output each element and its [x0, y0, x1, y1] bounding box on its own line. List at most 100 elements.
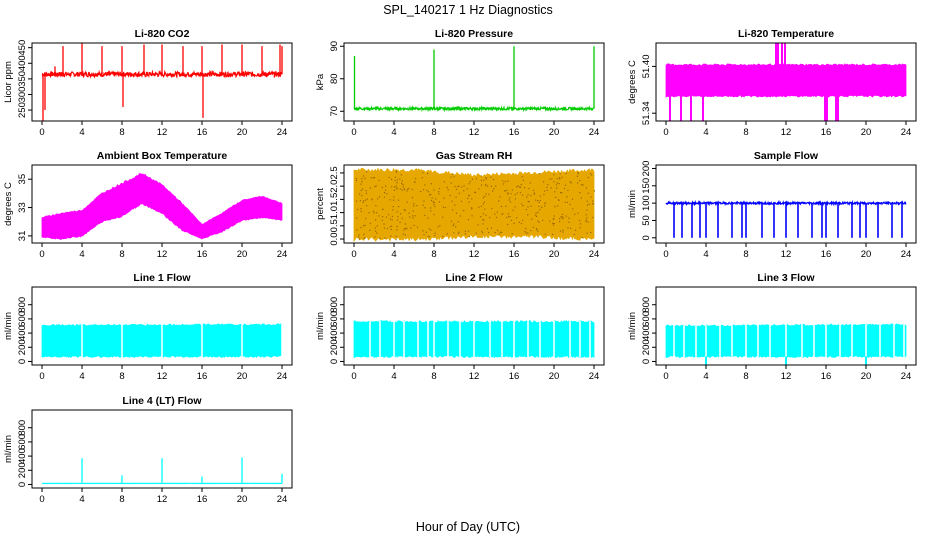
rh-point [586, 209, 588, 211]
rh-point [468, 194, 470, 196]
rh-point [438, 193, 440, 195]
rh-point [396, 188, 398, 190]
rh-point [430, 210, 432, 212]
rh-point [475, 232, 477, 234]
rh-point [424, 207, 426, 209]
rh-point [423, 200, 425, 202]
rh-point [550, 187, 552, 189]
rh-point [424, 214, 426, 217]
rh-point [391, 215, 393, 218]
y-tick-label: 70 [329, 106, 340, 117]
rh-point [360, 210, 362, 212]
rh-point [355, 200, 358, 202]
x-tick-label: 24 [901, 127, 912, 138]
rh-point [399, 221, 401, 224]
rh-point [574, 229, 577, 231]
rh-point [365, 192, 368, 194]
rh-point [401, 182, 403, 185]
rh-point [437, 226, 439, 228]
panel-line4: Line 4 (LT) Flow ml/min 0 4 8 12 16 20 24 0 200400… [3, 395, 293, 505]
rh-point [464, 233, 467, 235]
y-tick-label: 250 [17, 102, 28, 118]
rh-point [552, 233, 554, 236]
rh-point [581, 236, 583, 239]
rh-point [503, 190, 506, 192]
rh-point [404, 227, 406, 230]
rh-point [487, 185, 489, 187]
panel-title: Gas Stream RH [436, 150, 512, 162]
y-tick-label: 2.5 [329, 166, 340, 179]
y-tick-label: 2.0 [329, 180, 340, 193]
x-tick-label: 0 [351, 371, 356, 382]
figure-title: SPL_140217 1 Hz Diagnostics [383, 3, 553, 17]
x-tick-label: 0 [351, 127, 356, 138]
rh-point [579, 220, 581, 222]
rh-point [556, 182, 558, 184]
rh-point [485, 184, 487, 186]
rh-point [356, 217, 358, 219]
rh-point [551, 178, 553, 180]
x-tick-label: 12 [469, 249, 480, 260]
rh-point [399, 188, 401, 190]
rh-point [554, 191, 556, 193]
rh-point [377, 198, 379, 200]
rh-point [514, 206, 516, 208]
rh-point [502, 180, 504, 182]
rh-point [539, 173, 541, 175]
rh-point [388, 176, 390, 179]
rh-point [383, 227, 386, 229]
rh-point [471, 207, 473, 209]
x-tick-label: 0 [39, 127, 44, 138]
rh-point [451, 200, 453, 202]
y-tick-label: 80 [329, 73, 340, 84]
rh-point [364, 237, 366, 239]
x-tick-label: 0 [39, 371, 44, 382]
rh-point [577, 173, 580, 175]
rh-point [384, 237, 386, 239]
x-tick-label: 16 [197, 494, 208, 505]
rh-point [389, 226, 391, 228]
rh-point [535, 199, 537, 201]
rh-point [359, 200, 361, 202]
rh-point [527, 232, 529, 234]
rh-point [466, 188, 468, 190]
rh-point [454, 204, 456, 206]
rh-point [556, 178, 558, 180]
rh-point [543, 181, 545, 183]
rh-point [532, 189, 535, 191]
rh-point [455, 212, 458, 214]
rh-point [376, 232, 378, 234]
y-tick-label: 600 [329, 311, 340, 327]
rh-point [373, 212, 375, 214]
rh-point [509, 201, 512, 203]
rh-point [501, 213, 503, 215]
rh-point [390, 235, 392, 237]
rh-point [395, 185, 397, 187]
y-tick-label: 400 [17, 55, 28, 71]
rh-point [492, 179, 495, 181]
rh-point [389, 218, 392, 220]
y-tick-label: 400 [17, 325, 28, 341]
rh-point [403, 188, 406, 190]
rh-point [569, 227, 572, 229]
x-tick-label: 20 [861, 249, 872, 260]
x-tick-label: 12 [469, 371, 480, 382]
rh-point [525, 232, 527, 234]
rh-point [450, 176, 452, 178]
y-tick-label: 0 [329, 359, 340, 364]
y-tick-label: 0 [641, 235, 652, 240]
rh-point [428, 236, 431, 238]
rh-point [432, 201, 434, 203]
y-tick-label: 400 [641, 325, 652, 341]
rh-point [413, 203, 415, 205]
rh-point [420, 190, 422, 193]
rh-point [375, 230, 377, 232]
rh-point [510, 219, 513, 221]
rh-point [468, 230, 470, 232]
rh-point [559, 221, 561, 223]
rh-point [365, 171, 368, 173]
rh-point [508, 199, 510, 201]
rh-point [592, 200, 594, 202]
rh-point [384, 189, 387, 191]
rh-point [411, 188, 413, 191]
